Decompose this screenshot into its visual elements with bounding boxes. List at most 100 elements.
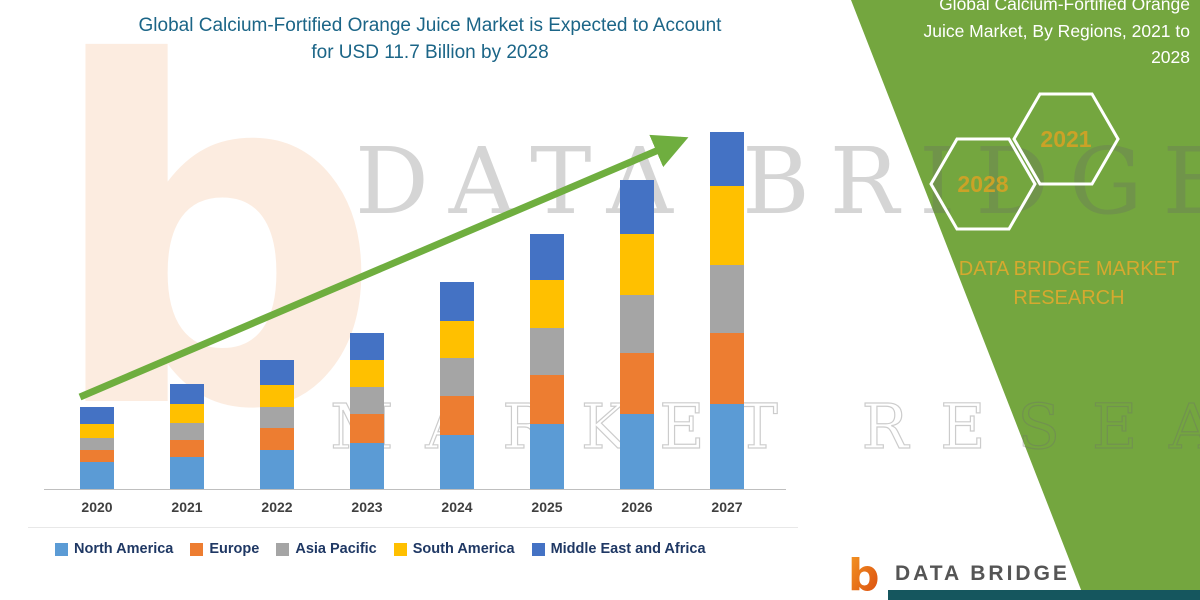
bar-segment-asia-pacific-2027 (710, 264, 744, 333)
legend-swatch-europe (190, 542, 204, 556)
bar-segment-north-america-2026 (620, 414, 654, 489)
legend-swatch-asia-pacific (276, 542, 290, 556)
side-panel-title-line1: Global Calcium-Fortified Orange (939, 0, 1190, 14)
bar-segment-asia-pacific-2023 (350, 387, 384, 415)
bar-column-2026 (592, 179, 682, 489)
legend-swatch-south-america (393, 542, 407, 556)
x-axis-label-2021: 2021 (171, 499, 203, 515)
footer-logo-letter: b (848, 552, 880, 596)
bar-segment-middle-east-and-africa-2021 (170, 383, 204, 405)
bar-segment-middle-east-and-africa-2025 (530, 234, 564, 280)
bar-stack-2024 (440, 281, 474, 489)
legend-item-europe: Europe (190, 541, 259, 557)
side-panel-title-line2: Juice Market, By Regions, 2021 to (923, 20, 1190, 41)
chart-legend: North America Europe Asia Pacific South Ame… (55, 541, 706, 557)
bar-stack-2020 (80, 407, 114, 489)
bar-stack-2026 (620, 179, 654, 489)
bar-stack-2022 (260, 359, 294, 489)
bar-column-2023 (322, 332, 412, 489)
bar-segment-south-america-2022 (260, 385, 294, 408)
side-panel-title: Global Calcium-Fortified Orange Juice Ma… (840, 0, 1190, 71)
x-axis-label-2023: 2023 (351, 499, 383, 515)
bar-segment-north-america-2020 (80, 461, 114, 489)
bar-stack-2027 (710, 132, 744, 489)
bar-column-2025 (502, 234, 592, 489)
bar-stack-2021 (170, 383, 204, 489)
bar-segment-south-america-2021 (170, 404, 204, 423)
bar-segment-europe-2026 (620, 353, 654, 415)
bar-column-2020 (52, 407, 142, 489)
footer-brand-text: DATA BRIDGE (895, 562, 1070, 585)
bar-segment-europe-2022 (260, 427, 294, 450)
x-axis-label-2027: 2027 (711, 499, 743, 515)
chart-title-line2: for USD 11.7 Billion by 2028 (311, 42, 549, 63)
bar-segment-europe-2023 (350, 414, 384, 444)
bar-segment-europe-2025 (530, 375, 564, 425)
side-panel-brand-line1: DATA BRIDGE MARKET (958, 258, 1180, 280)
bar-segment-asia-pacific-2020 (80, 438, 114, 450)
chart-title: Global Calcium-Fortified Orange Juice Ma… (60, 12, 800, 66)
bar-segment-asia-pacific-2021 (170, 422, 204, 440)
side-panel-brand-line2: RESEARCH (1013, 287, 1125, 309)
bar-segment-south-america-2023 (350, 359, 384, 388)
chart-title-line1: Global Calcium-Fortified Orange Juice Ma… (138, 15, 722, 36)
x-axis-label-2024: 2024 (441, 499, 473, 515)
bar-column-2027 (682, 132, 772, 489)
x-axis-line (44, 489, 786, 490)
bar-segment-middle-east-and-africa-2020 (80, 407, 114, 425)
bar-column-2021 (142, 383, 232, 489)
bar-stack-2023 (350, 332, 384, 489)
watermark-text-row2: MARKET RESEARCH (329, 389, 1200, 463)
bar-segment-north-america-2024 (440, 434, 474, 489)
bar-segment-asia-pacific-2026 (620, 295, 654, 354)
bar-segment-south-america-2025 (530, 279, 564, 328)
x-axis-label-2020: 2020 (81, 499, 113, 515)
bar-segment-europe-2020 (80, 449, 114, 462)
legend-label-middle-east-and-africa: Middle East and Africa (550, 541, 706, 557)
bar-segment-middle-east-and-africa-2023 (350, 332, 384, 360)
bar-segment-middle-east-and-africa-2024 (440, 281, 474, 321)
legend-swatch-north-america (55, 542, 68, 556)
legend-label-europe: Europe (209, 541, 260, 557)
legend-item-middle-east-and-africa: Middle East and Africa (531, 541, 706, 557)
x-axis-label-2025: 2025 (531, 499, 563, 515)
legend-item-south-america: South America (393, 541, 515, 557)
legend-item-asia-pacific: Asia Pacific (276, 541, 377, 557)
bar-stack-2025 (530, 234, 564, 489)
legend-item-north-america: North America (55, 541, 173, 557)
bar-segment-south-america-2027 (710, 186, 744, 265)
databridge-logo-icon: b (848, 552, 880, 596)
bar-column-2022 (232, 359, 322, 489)
bar-segment-middle-east-and-africa-2022 (260, 359, 294, 386)
bar-segment-europe-2027 (710, 332, 744, 404)
legend-label-south-america: South America (412, 541, 515, 557)
side-panel-title-line3: 2028 (1151, 47, 1190, 67)
bar-segment-asia-pacific-2025 (530, 327, 564, 376)
bar-segment-asia-pacific-2024 (440, 358, 474, 396)
bar-segment-europe-2021 (170, 439, 204, 457)
footer-logo-block: b DATA BRIDGE (843, 552, 1070, 596)
bar-segment-middle-east-and-africa-2026 (620, 179, 654, 235)
legend-label-north-america: North America (74, 541, 174, 557)
bar-segment-asia-pacific-2022 (260, 407, 294, 428)
stacked-bar-chart (52, 105, 772, 489)
x-axis-label-2026: 2026 (621, 499, 653, 515)
x-axis-label-2022: 2022 (261, 499, 293, 515)
bar-segment-south-america-2020 (80, 424, 114, 439)
bar-segment-north-america-2027 (710, 404, 744, 489)
bar-segment-north-america-2022 (260, 449, 294, 489)
chart-bottom-divider (28, 527, 798, 528)
bar-segment-middle-east-and-africa-2027 (710, 132, 744, 187)
x-axis-labels: 2020 2021 2022 2023 2024 2025 2026 2027 (52, 499, 772, 515)
bar-segment-north-america-2023 (350, 443, 384, 489)
legend-swatch-middle-east-and-africa (531, 542, 545, 556)
bar-segment-europe-2024 (440, 395, 474, 435)
bar-segment-north-america-2021 (170, 456, 204, 489)
side-panel-brand: DATA BRIDGE MARKET RESEARCH (954, 255, 1184, 313)
bar-segment-south-america-2024 (440, 320, 474, 359)
bar-segment-north-america-2025 (530, 424, 564, 489)
legend-label-asia-pacific: Asia Pacific (295, 541, 377, 557)
footer-teal-bar (888, 590, 1200, 600)
bar-column-2024 (412, 281, 502, 489)
